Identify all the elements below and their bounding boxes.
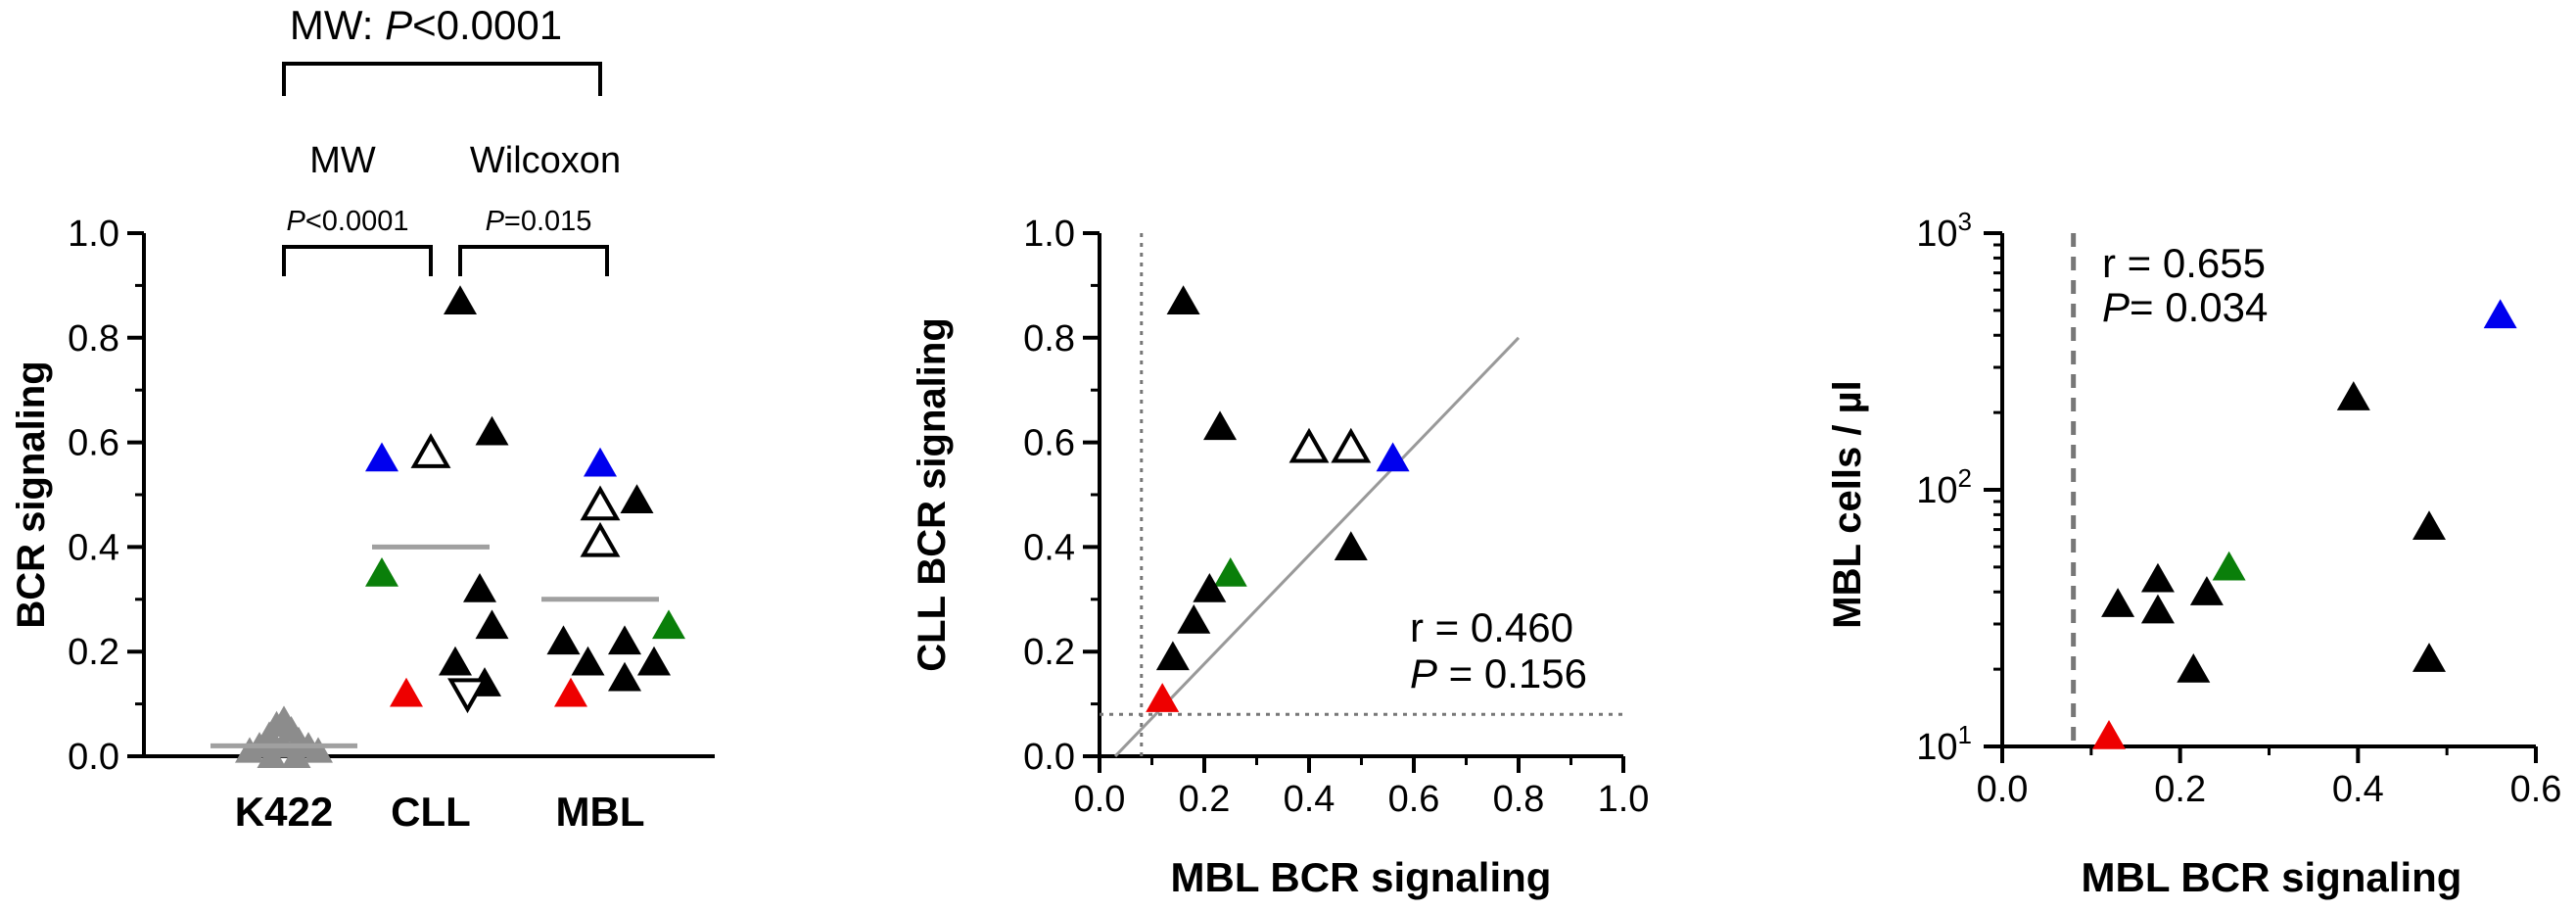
p1-point-mbl	[637, 646, 671, 676]
p2-point	[1146, 683, 1180, 712]
p3-y-tick-label: 101	[1916, 720, 1972, 768]
p2-x-tick-label: 1.0	[1598, 779, 1650, 820]
p1-point-mbl	[652, 609, 685, 640]
p1-point-mbl	[608, 625, 641, 655]
p3-point	[2140, 594, 2175, 624]
p2-x-label: MBL BCR signaling	[1171, 854, 1552, 900]
p1-point-cll	[365, 556, 398, 587]
p2-y-tick-label: 0.4	[1023, 527, 1075, 568]
p1-point-mbl	[584, 447, 617, 477]
p3-point	[2412, 643, 2446, 672]
p1-point-cll	[475, 609, 509, 640]
p1-point-mbl	[546, 625, 581, 655]
p1-y-tick-label: 1.0	[68, 214, 119, 255]
p3-x-label: MBL BCR signaling	[2082, 854, 2462, 900]
p1-point-cll	[390, 677, 423, 707]
p2-y-tick-label: 0.6	[1023, 423, 1075, 464]
bracket-k422-cll	[282, 245, 433, 276]
p3-point	[2483, 299, 2517, 329]
p2-point	[1155, 641, 1190, 671]
left-p-value: P<0.0001	[287, 206, 409, 237]
p3-point	[2412, 510, 2446, 540]
p3-x-tick-label: 0.4	[2332, 769, 2384, 810]
p1-point-cll	[439, 646, 472, 676]
p1-point-cll	[475, 415, 509, 446]
p2-point	[1166, 285, 1200, 315]
p1-point-mbl	[571, 646, 605, 676]
p1-point-cll	[463, 572, 496, 602]
bracket-cll-mbl	[458, 245, 609, 276]
p1-y-tick-label: 0.8	[68, 318, 119, 360]
p2-point	[1334, 531, 1368, 560]
p2-point	[1376, 442, 1410, 472]
p3-point	[2177, 652, 2211, 683]
p2-y-tick-label: 1.0	[1023, 214, 1075, 255]
p2-x-tick-label: 0.2	[1179, 779, 1231, 820]
bracket-k422-mbl	[282, 62, 602, 96]
p2-p-value: P = 0.156	[1410, 650, 1587, 696]
top-test-label: MW: P<0.0001	[290, 2, 562, 48]
p2-x-tick-label: 0.6	[1388, 779, 1440, 820]
p2-y-label: CLL BCR signaling	[911, 317, 954, 671]
category-label-k422: K422	[235, 789, 333, 835]
p2-point	[1288, 427, 1330, 463]
right-test-label: Wilcoxon	[470, 140, 621, 181]
p2-point	[1331, 427, 1372, 463]
p2-x-tick-label: 0.4	[1284, 779, 1335, 820]
p1-point-cll	[410, 433, 451, 468]
p1-point-mbl	[580, 521, 621, 557]
p2-point	[1213, 556, 1247, 587]
category-label-cll: CLL	[391, 789, 471, 835]
p3-point	[2092, 720, 2126, 749]
p2-y-tick-label: 0.2	[1023, 632, 1075, 673]
p3-y-label: MBL cells / µl	[1826, 380, 1869, 629]
left-test-label: MW	[309, 140, 376, 181]
p2-point	[1193, 572, 1227, 602]
p2-point	[1177, 604, 1211, 634]
p1-point-cll	[447, 678, 488, 714]
panel-dot-plot: 0.0 0.2 0.4 0.6 0.8 1.0 BCR signaling K422 CL…	[10, 2, 715, 835]
p1-point-k422	[304, 737, 333, 763]
p3-point	[2336, 381, 2370, 410]
p2-point	[1203, 410, 1238, 441]
p3-point	[2212, 551, 2246, 581]
p2-r-value: r = 0.460	[1410, 604, 1573, 650]
p1-y-tick-label: 0.6	[68, 423, 119, 464]
p1-point-mbl	[554, 677, 587, 707]
p1-point-mbl	[608, 661, 641, 692]
p3-x-tick-label: 0.2	[2154, 769, 2206, 810]
p3-x-tick-label: 0.6	[2510, 769, 2562, 810]
panel-cll-vs-mbl: 0.0 0.2 0.4 0.6 0.8 1.0 0.0 0.2 0.4 0.6 0.8 1.0 CLL…	[911, 214, 1649, 900]
p1-point-mbl	[580, 485, 621, 521]
p1-y-label: BCR signaling	[10, 360, 53, 628]
p2-x-tick-label: 0.8	[1493, 779, 1545, 820]
p3-p-value: P= 0.034	[2102, 284, 2268, 330]
right-p-value: P=0.015	[486, 206, 592, 237]
p1-y-tick-label: 0.4	[68, 527, 119, 568]
p1-point-cll	[444, 285, 477, 315]
p1-y-tick-label: 0.2	[68, 632, 119, 673]
p3-y-tick-label: 102	[1916, 463, 1972, 511]
p2-regression-line	[1113, 336, 1521, 758]
p3-r-value: r = 0.655	[2102, 240, 2266, 286]
p3-point	[2140, 562, 2175, 593]
p1-point-mbl	[620, 484, 654, 513]
panel-mbl-cells: 101 102 103 0.0 0.2 0.4 0.6 MBL cells / µl MBL…	[1826, 207, 2561, 900]
p2-y-tick-label: 0.8	[1023, 318, 1075, 360]
p2-x-tick-label: 0.0	[1074, 779, 1126, 820]
p3-y-tick-label: 103	[1916, 207, 1972, 255]
p3-point	[2101, 588, 2135, 617]
p1-y-tick-label: 0.0	[68, 737, 119, 778]
p2-y-tick-label: 0.0	[1023, 737, 1075, 778]
p3-point	[2189, 576, 2224, 605]
p3-x-tick-label: 0.0	[1977, 769, 2029, 810]
p1-point-cll	[365, 442, 398, 472]
category-label-mbl: MBL	[556, 789, 645, 835]
